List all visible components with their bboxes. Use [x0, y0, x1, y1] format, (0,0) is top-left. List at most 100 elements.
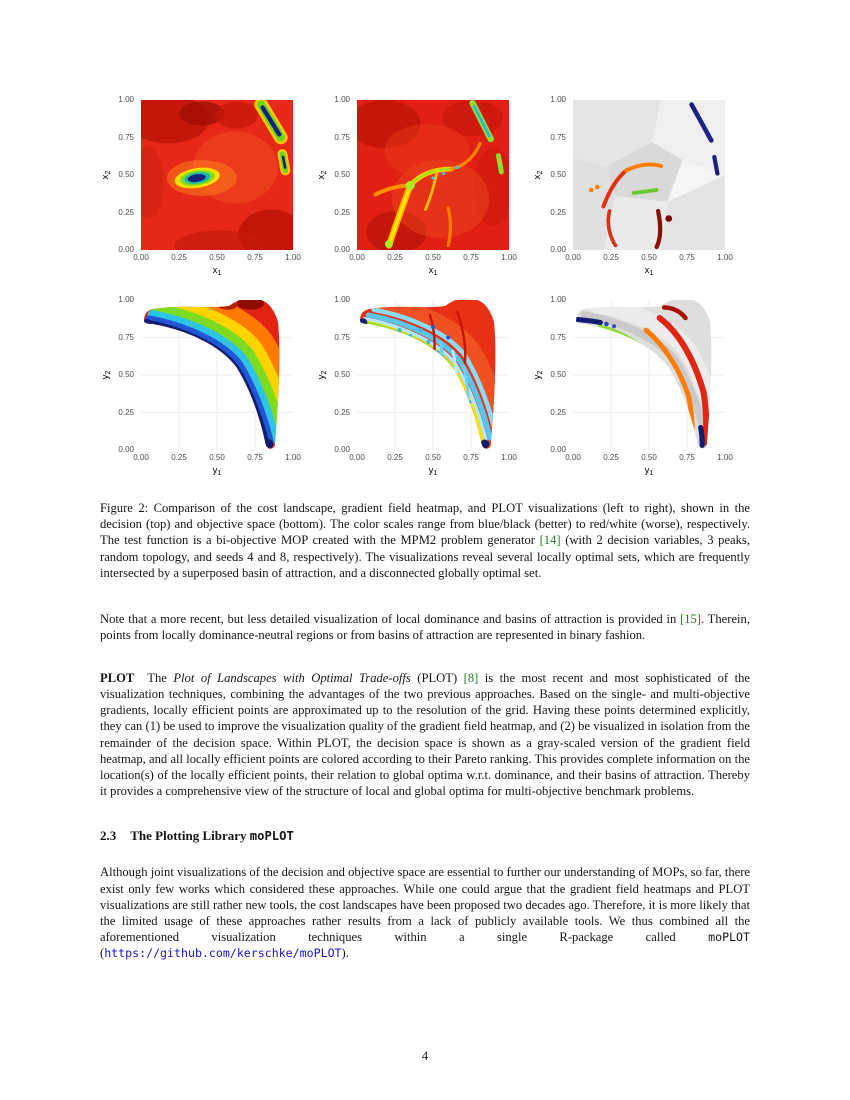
tick-label: 0.00: [118, 245, 134, 254]
tick-label: 1.00: [717, 253, 733, 262]
tick-label: 0.00: [133, 253, 149, 262]
plot-cell-gradient-heatmap-decision: x2 1.00 0.75 0.50 0.25 0.00: [316, 96, 532, 280]
tick-label: 0.25: [387, 253, 403, 262]
tick-label: 0.25: [171, 253, 187, 262]
section-title: The Plotting Library: [130, 827, 250, 843]
plot-decision-panel: [573, 100, 725, 250]
x-axis-label-sub: 1: [217, 270, 222, 277]
caption-text: (with 2 decision variables, 3 peaks, ran…: [100, 533, 750, 580]
x-axis-label-base: y: [644, 465, 650, 476]
plot-cell-plot-decision: x2 1.00 0.75 0.50 0.25 0.00: [532, 96, 748, 280]
gradient-heatmap-decision-panel: [357, 100, 509, 250]
tick-label: 0.50: [334, 370, 350, 379]
tick-label: 0.50: [550, 170, 566, 179]
package-name: moPLOT: [708, 930, 750, 945]
tick-label: 0.75: [334, 332, 350, 342]
tick-label: 0.75: [247, 253, 263, 262]
tick-label: 1.00: [501, 453, 517, 462]
x-axis-label: y1: [357, 465, 509, 477]
tick-label: 0.00: [118, 445, 134, 454]
tick-label: 0.25: [334, 207, 350, 217]
plot-cell-plot-objective: y2 1.00 0.75 0.50 0.25 0.00: [532, 296, 748, 480]
figure-plot-grid: x2 1.00 0.75 0.50 0.25 0.00: [100, 96, 750, 480]
page-content: x2 1.00 0.75 0.50 0.25 0.00: [100, 96, 750, 962]
citation-14[interactable]: [14]: [539, 533, 561, 548]
x-axis-label-base: x: [644, 265, 650, 276]
tick-label: 0.75: [118, 332, 134, 342]
tick-label: 0.50: [550, 370, 566, 379]
paragraph-plot: PLOT The Plot of Landscapes with Optimal …: [100, 670, 750, 800]
gradient-heatmap-objective-image: [357, 300, 509, 450]
tick-label: 1.00: [550, 295, 566, 304]
tick-label: 0.00: [334, 245, 350, 254]
citation-15[interactable]: [15]: [680, 612, 701, 627]
tick-label: 0.25: [387, 453, 403, 462]
tick-label: 1.00: [717, 453, 733, 462]
tick-label: 0.50: [641, 453, 657, 462]
tick-label: 1.00: [118, 295, 134, 304]
tick-label: 1.00: [285, 453, 301, 462]
plot-cell-cost-landscape-objective: y2 1.00 0.75 0.50 0.25 0.00: [100, 296, 316, 480]
tick-label: 0.75: [679, 253, 695, 262]
paragraph-moplot: Although joint visualizations of the dec…: [100, 864, 750, 961]
tick-label: 0.00: [565, 453, 581, 462]
plot-objective-panel: [573, 300, 725, 450]
tick-label: 0.75: [463, 253, 479, 262]
tick-label: 0.25: [118, 407, 134, 417]
tick-label: 0.75: [550, 132, 566, 142]
plot-cell-cost-landscape-decision: x2 1.00 0.75 0.50 0.25 0.00: [100, 96, 316, 280]
plot-cell-gradient-heatmap-objective: y2 1.00 0.75 0.50 0.25 0.00: [316, 296, 532, 480]
x-axis-label-sub: 1: [433, 470, 438, 477]
body-text: Although joint visualizations of the dec…: [100, 865, 750, 945]
tick-label: 0.50: [209, 453, 225, 462]
x-axis-label-base: x: [428, 265, 434, 276]
tick-label: 0.00: [349, 453, 365, 462]
tick-label: 0.25: [550, 407, 566, 417]
tick-label: 0.75: [463, 453, 479, 462]
paragraph-run-in-heading: PLOT: [100, 670, 135, 685]
body-text: . Therein, points from locally dominance…: [100, 612, 750, 643]
x-axis-label: x1: [573, 265, 725, 277]
tick-label: 0.00: [550, 245, 566, 254]
body-text: The: [147, 670, 174, 685]
y-axis-ticks: 1.00 0.75 0.50 0.25 0.00: [326, 296, 354, 454]
y-axis-ticks: 1.00 0.75 0.50 0.25 0.00: [110, 296, 138, 454]
tick-label: 0.25: [603, 253, 619, 262]
tick-label: 0.00: [133, 453, 149, 462]
italic-term: Plot of Landscapes with Optimal Trade-of…: [173, 670, 411, 685]
tick-label: 0.00: [349, 253, 365, 262]
caption-text: Figure 2: Comparison of the cost landsca…: [100, 501, 750, 548]
tick-label: 0.50: [641, 253, 657, 262]
tick-label: 0.50: [334, 170, 350, 179]
plot-decision-image: [573, 100, 725, 250]
paragraph-note: Note that a more recent, but less detail…: [100, 611, 750, 643]
tick-label: 0.25: [550, 207, 566, 217]
tick-label: 0.00: [334, 445, 350, 454]
tick-label: 0.75: [247, 453, 263, 462]
x-axis-ticks: 0.00 0.25 0.50 0.75 1.00: [129, 454, 305, 462]
tick-label: 1.00: [501, 253, 517, 262]
tick-label: 0.50: [118, 170, 134, 179]
body-text: (: [100, 946, 105, 961]
tick-label: 0.50: [425, 453, 441, 462]
x-axis-label: y1: [573, 465, 725, 477]
x-axis-ticks: 0.00 0.25 0.50 0.75 1.00: [345, 254, 521, 262]
gradient-heatmap-objective-panel: [357, 300, 509, 450]
cost-landscape-decision-panel: [141, 100, 293, 250]
tick-label: 1.00: [334, 95, 350, 104]
body-text: is the most recent and most sophisticate…: [100, 670, 750, 799]
x-axis-label-sub: 1: [649, 470, 654, 477]
x-axis-label-base: x: [212, 265, 218, 276]
github-link[interactable]: https://github.com/kerschke/moPLOT: [104, 946, 342, 961]
body-text: Note that a more recent, but less detail…: [100, 612, 681, 627]
y-axis-ticks: 1.00 0.75 0.50 0.25 0.00: [542, 296, 570, 454]
citation-8[interactable]: [8]: [463, 670, 479, 685]
section-number: 2.3: [100, 827, 117, 843]
body-text: (PLOT): [410, 670, 464, 685]
tick-label: 1.00: [118, 95, 134, 104]
tick-label: 1.00: [550, 95, 566, 104]
x-axis-label-base: y: [428, 465, 434, 476]
x-axis-ticks: 0.00 0.25 0.50 0.75 1.00: [129, 254, 305, 262]
tick-label: 0.75: [118, 132, 134, 142]
